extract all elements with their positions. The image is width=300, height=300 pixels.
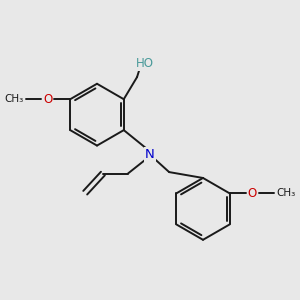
Text: N: N bbox=[145, 148, 155, 161]
Text: CH₃: CH₃ bbox=[5, 94, 24, 104]
Text: O: O bbox=[43, 93, 52, 106]
Text: HO: HO bbox=[135, 57, 153, 70]
Text: O: O bbox=[248, 187, 257, 200]
Text: CH₃: CH₃ bbox=[276, 188, 295, 198]
